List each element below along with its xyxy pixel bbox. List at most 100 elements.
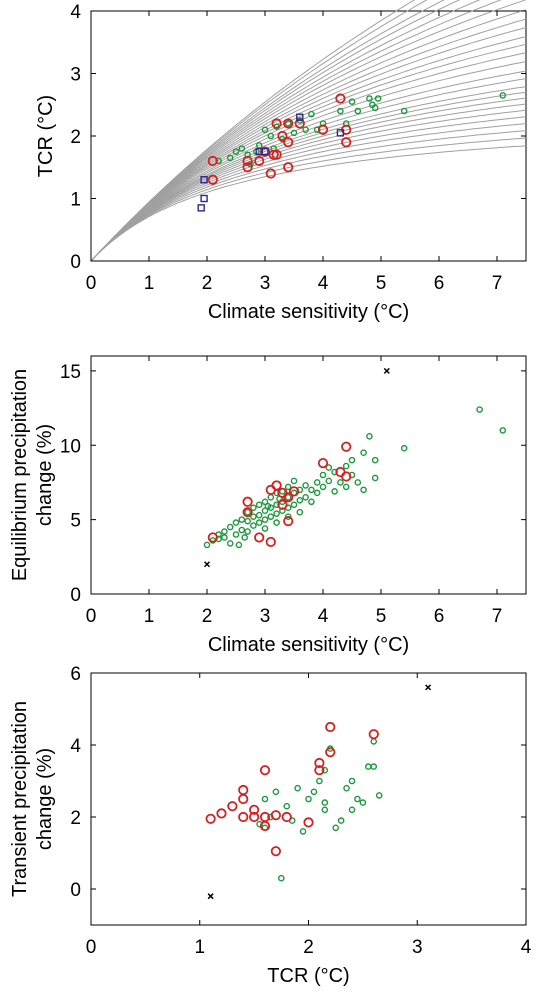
data-point (270, 846, 281, 857)
model-curve-16 (90, 27, 527, 262)
model-curve-4 (90, 116, 527, 262)
model-curve-23 (90, 0, 445, 262)
data-point (425, 684, 432, 691)
data-point (313, 479, 321, 486)
model-curve-2 (90, 130, 527, 262)
x-tick-label: 2 (202, 606, 213, 627)
data-point (261, 147, 269, 156)
data-point (242, 496, 253, 507)
data-point (270, 810, 281, 821)
data-point (400, 444, 408, 452)
data-point (261, 525, 269, 532)
y-tick-label: 0 (70, 880, 81, 901)
data-point (370, 763, 378, 770)
data-point (343, 784, 350, 792)
data-point (296, 113, 304, 121)
data-point (290, 129, 298, 137)
data-point (261, 498, 269, 506)
data-point (221, 528, 228, 535)
data-point (331, 468, 338, 476)
data-point (335, 93, 346, 104)
data-point (255, 511, 263, 519)
data-point (366, 95, 373, 102)
model-curve-15 (90, 36, 527, 262)
data-point (360, 449, 367, 456)
x-axis-label: TCR (°C) (267, 965, 349, 987)
y-tick-label: 3 (70, 65, 81, 86)
x-tick-label: 0 (86, 273, 97, 294)
data-point (332, 824, 339, 832)
data-point (310, 788, 318, 796)
model-curve-25 (90, 0, 416, 262)
data-point (348, 456, 356, 464)
x-axis-label: Climate sensitivity (°C) (208, 634, 409, 656)
data-point (302, 126, 309, 134)
data-point (254, 532, 265, 543)
x-tick-label: 2 (202, 273, 213, 294)
model-curve-0 (90, 145, 527, 262)
data-point (221, 534, 228, 541)
x-tick-label: 4 (318, 273, 329, 294)
data-point (273, 519, 280, 526)
model-curve-7 (90, 97, 527, 262)
data-point (200, 176, 208, 184)
data-point (265, 168, 276, 179)
data-point (256, 820, 263, 828)
model-curve-1 (90, 137, 527, 262)
y-axis-label: TCR (°C) (35, 95, 57, 177)
y-tick-label: 0 (70, 585, 81, 606)
data-point (284, 120, 292, 127)
data-point (265, 536, 276, 548)
x-axis-label: Climate sensitivity (°C) (208, 301, 409, 323)
data-point (203, 541, 211, 549)
data-point (290, 501, 298, 509)
data-point (294, 118, 305, 129)
y-tick-label: 15 (60, 362, 81, 383)
data-point (242, 155, 253, 167)
data-point (313, 489, 321, 497)
data-point (337, 817, 345, 824)
data-point (200, 194, 208, 203)
data-point (259, 146, 271, 157)
y-tick-label: 2 (70, 808, 81, 829)
series-2 (197, 113, 345, 212)
data-point (273, 501, 280, 509)
data-point (317, 457, 329, 469)
data-point (261, 507, 269, 515)
data-point (238, 811, 249, 823)
x-tick-label: 4 (318, 606, 329, 627)
data-point (238, 526, 246, 534)
x-tick-label: 0 (86, 937, 97, 958)
series-2 (203, 367, 390, 568)
data-point (271, 149, 282, 160)
data-point (371, 456, 379, 464)
x-tick-label: 4 (521, 937, 532, 958)
data-point (348, 98, 356, 105)
series-1 (205, 721, 379, 857)
data-point (207, 174, 218, 185)
data-point (325, 721, 336, 733)
data-point (207, 893, 214, 900)
data-point (374, 95, 382, 102)
data-point (207, 532, 218, 543)
data-point (232, 148, 240, 155)
data-point (476, 406, 483, 413)
data-point (249, 811, 260, 823)
plot-area (90, 355, 527, 595)
data-point (278, 874, 285, 882)
data-point (242, 162, 253, 173)
data-point (325, 477, 333, 485)
model-curve-5 (90, 109, 527, 262)
data-point (267, 813, 274, 821)
data-point (368, 729, 379, 740)
data-point (244, 508, 251, 516)
data-point (302, 494, 309, 501)
series-2 (207, 684, 432, 900)
data-point (216, 808, 227, 819)
data-point (271, 118, 282, 129)
data-point (342, 462, 350, 470)
data-point (271, 480, 282, 491)
data-point (247, 160, 254, 168)
model-curve-17 (90, 18, 527, 262)
data-point (336, 129, 345, 137)
